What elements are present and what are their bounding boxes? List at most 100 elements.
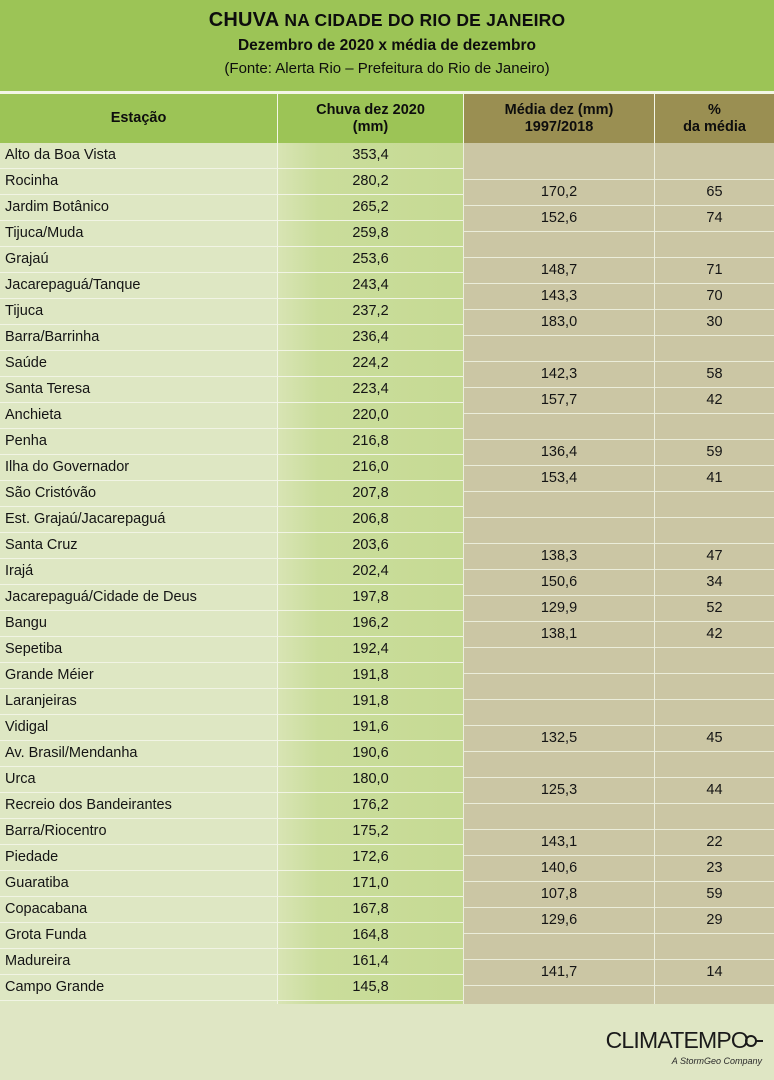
table-row: Guaratiba 171,0	[0, 871, 463, 897]
table-row: Santa Cruz 203,6	[0, 533, 463, 559]
cell-pct: 22	[706, 834, 723, 850]
table-row: São Cristóvão 207,8	[0, 481, 463, 507]
table-row-right: 132,5 45	[464, 726, 774, 752]
table-row-right: 138,1 42	[464, 622, 774, 648]
table-row: Recreio dos Bandeirantes 176,2	[0, 793, 463, 819]
climatempo-logo-icon	[745, 1034, 763, 1050]
cell-media: 125,3	[540, 782, 578, 798]
climatempo-logo-tagline: A StormGeo Company	[671, 1056, 762, 1066]
cell-chuva: 145,8	[352, 979, 389, 995]
column-header-media-line1: Média dez (mm)	[504, 101, 614, 118]
table-row: Piedade 172,6	[0, 845, 463, 871]
table-row: Madureira 161,4	[0, 949, 463, 975]
table-row: Penha 216,8	[0, 429, 463, 455]
cell-media: 140,6	[540, 860, 578, 876]
header-divider-2	[463, 94, 464, 143]
table-body-right: 170,2 65 152,6 74 148,7 71 143,3 70 183,0 30 142,3…	[464, 154, 774, 1012]
column-header-chuva-line2: (mm)	[352, 118, 389, 135]
cell-pct: 59	[706, 444, 723, 460]
title-band: CHUVA NA CIDADE DO RIO DE JANEIRO Dezemb…	[0, 0, 774, 91]
table-row: Tijuca/Muda 259,8	[0, 221, 463, 247]
cell-media	[464, 336, 654, 361]
cell-chuva: 265,2	[352, 199, 389, 215]
cell-station: Irajá	[5, 563, 34, 579]
cell-station: Saúde	[5, 355, 47, 371]
column-header-chuva-label: Chuva dez 2020 (mm)	[316, 102, 425, 136]
cell-chuva: 206,8	[352, 511, 389, 527]
cell-chuva: 353,4	[352, 147, 389, 163]
cell-station: São Cristóvão	[5, 485, 97, 501]
cell-media: 152,6	[540, 210, 578, 226]
cell-station: Grajaú	[5, 251, 49, 267]
cell-chuva: 253,6	[352, 251, 389, 267]
cell-station: Campo Grande	[5, 979, 105, 995]
cell-pct	[655, 492, 774, 517]
cell-media: 141,7	[540, 964, 578, 980]
cell-media: 170,2	[540, 184, 578, 200]
cell-media: 157,7	[540, 392, 578, 408]
cell-media: 132,5	[540, 730, 578, 746]
table-row-right: 152,6 74	[464, 206, 774, 232]
table-row: Laranjeiras 191,8	[0, 689, 463, 715]
column-header-station: Estação	[0, 94, 277, 143]
cell-chuva: 259,8	[352, 225, 389, 241]
table-row-right: 143,1 22	[464, 830, 774, 856]
cell-station: Ilha do Governador	[5, 459, 130, 475]
table-row: Grande Méier 191,8	[0, 663, 463, 689]
cell-media: 107,8	[540, 886, 578, 902]
cell-chuva: 192,4	[352, 641, 389, 657]
cell-pct: 14	[706, 964, 723, 980]
cell-chuva: 224,2	[352, 355, 389, 371]
cell-station: Madureira	[5, 953, 71, 969]
cell-chuva: 203,6	[352, 537, 389, 553]
table-row: Barra/Barrinha 236,4	[0, 325, 463, 351]
column-header-pct-line1: %	[708, 101, 721, 118]
cell-station: Copacabana	[5, 901, 88, 917]
table-row-right	[464, 518, 774, 544]
cell-media	[464, 674, 654, 699]
cell-station: Jacarepaguá/Cidade de Deus	[5, 589, 197, 605]
cell-station: Grota Funda	[5, 927, 87, 943]
cell-chuva: 223,4	[352, 381, 389, 397]
table-row-right: 129,6 29	[464, 908, 774, 934]
column-divider-2	[463, 143, 464, 1004]
cell-station: Barra/Barrinha	[5, 329, 100, 345]
header-divider-1	[277, 94, 278, 143]
column-header-media-line2: 1997/2018	[524, 118, 594, 135]
table-row-right: 153,4 41	[464, 466, 774, 492]
cell-chuva: 176,2	[352, 797, 389, 813]
table-row: Saúde 224,2	[0, 351, 463, 377]
cell-pct: 58	[706, 366, 723, 382]
cell-pct	[655, 934, 774, 959]
title-divider	[0, 91, 774, 94]
cell-pct	[655, 232, 774, 257]
cell-pct	[655, 154, 774, 179]
title-lead: CHUVA	[208, 9, 280, 31]
cell-chuva: 175,2	[352, 823, 389, 839]
cell-station: Av. Brasil/Mendanha	[5, 745, 138, 761]
table-row: Ilha do Governador 216,0	[0, 455, 463, 481]
cell-media: 138,1	[540, 626, 578, 642]
table-row-right	[464, 336, 774, 362]
cell-chuva: 190,6	[352, 745, 389, 761]
table-row-right	[464, 752, 774, 778]
table-row-right	[464, 492, 774, 518]
table-row-right: 170,2 65	[464, 180, 774, 206]
cell-media	[464, 492, 654, 517]
cell-media: 183,0	[540, 314, 578, 330]
page-subtitle: Dezembro de 2020 x média de dezembro	[237, 37, 537, 54]
column-header-pct-line2: da média	[683, 118, 746, 135]
cell-media	[464, 700, 654, 725]
cell-chuva: 197,8	[352, 589, 389, 605]
table-row-right: 148,7 71	[464, 258, 774, 284]
table-row: Sepetiba 192,4	[0, 637, 463, 663]
table-row-right: 142,3 58	[464, 362, 774, 388]
table-row: Jacarepaguá/Tanque 243,4	[0, 273, 463, 299]
cell-chuva: 236,4	[352, 329, 389, 345]
cell-media	[464, 648, 654, 673]
table-row: Alto da Boa Vista 353,4	[0, 143, 463, 169]
cell-pct: 52	[706, 600, 723, 616]
cell-pct	[655, 700, 774, 725]
cell-chuva: 196,2	[352, 615, 389, 631]
table-row-right: 138,3 47	[464, 544, 774, 570]
